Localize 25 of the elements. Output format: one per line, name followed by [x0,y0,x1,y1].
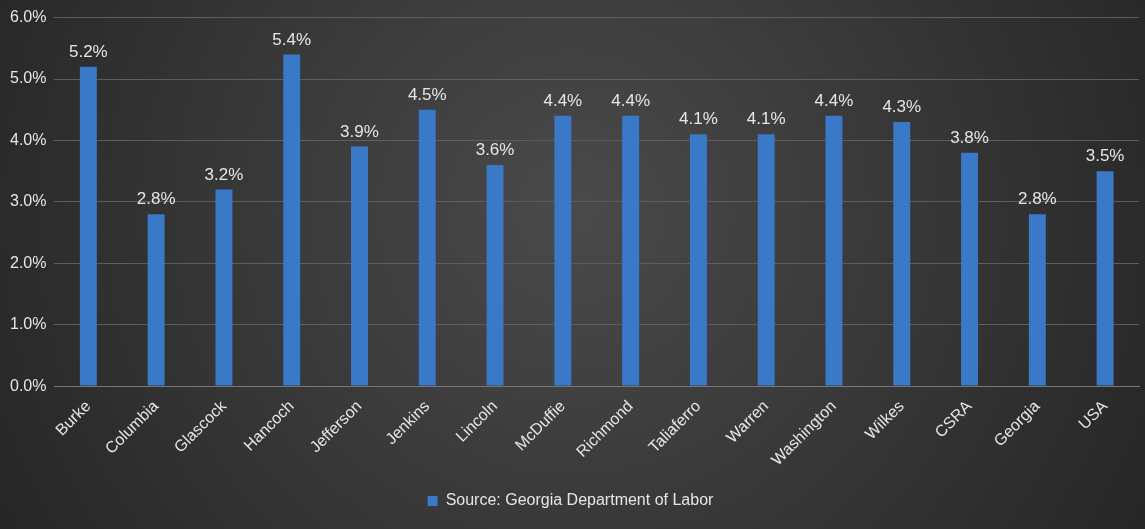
y-tick-label: 5.0% [10,69,47,87]
data-label: 2.8% [136,189,176,209]
data-label: 5.2% [68,41,108,61]
data-label: 3.5% [1085,146,1125,166]
data-label: 4.1% [746,109,786,129]
data-label: 4.4% [543,91,583,111]
y-tick-label: 6.0% [10,8,47,26]
y-tick-label: 0.0% [10,376,47,394]
data-label: 5.4% [272,29,312,49]
data-label: 3.6% [475,140,515,160]
data-label: 3.9% [340,121,379,141]
data-label: 4.4% [814,91,854,111]
data-label: 4.5% [407,84,447,104]
data-label: 2.8% [1017,189,1057,209]
data-label: 4.3% [882,97,922,117]
y-tick-label: 3.0% [10,192,47,210]
data-label: 4.1% [679,109,718,129]
y-tick-label: 4.0% [10,130,47,148]
y-tick-label: 1.0% [10,315,47,333]
x-tick-label: USA [1075,396,1111,433]
data-label: 3.2% [204,164,244,184]
y-tick-label: 2.0% [10,253,47,271]
legend-label: Source: Georgia Department of Labor [445,491,715,509]
data-label: 3.8% [950,127,989,147]
data-label: 4.4% [611,91,650,111]
